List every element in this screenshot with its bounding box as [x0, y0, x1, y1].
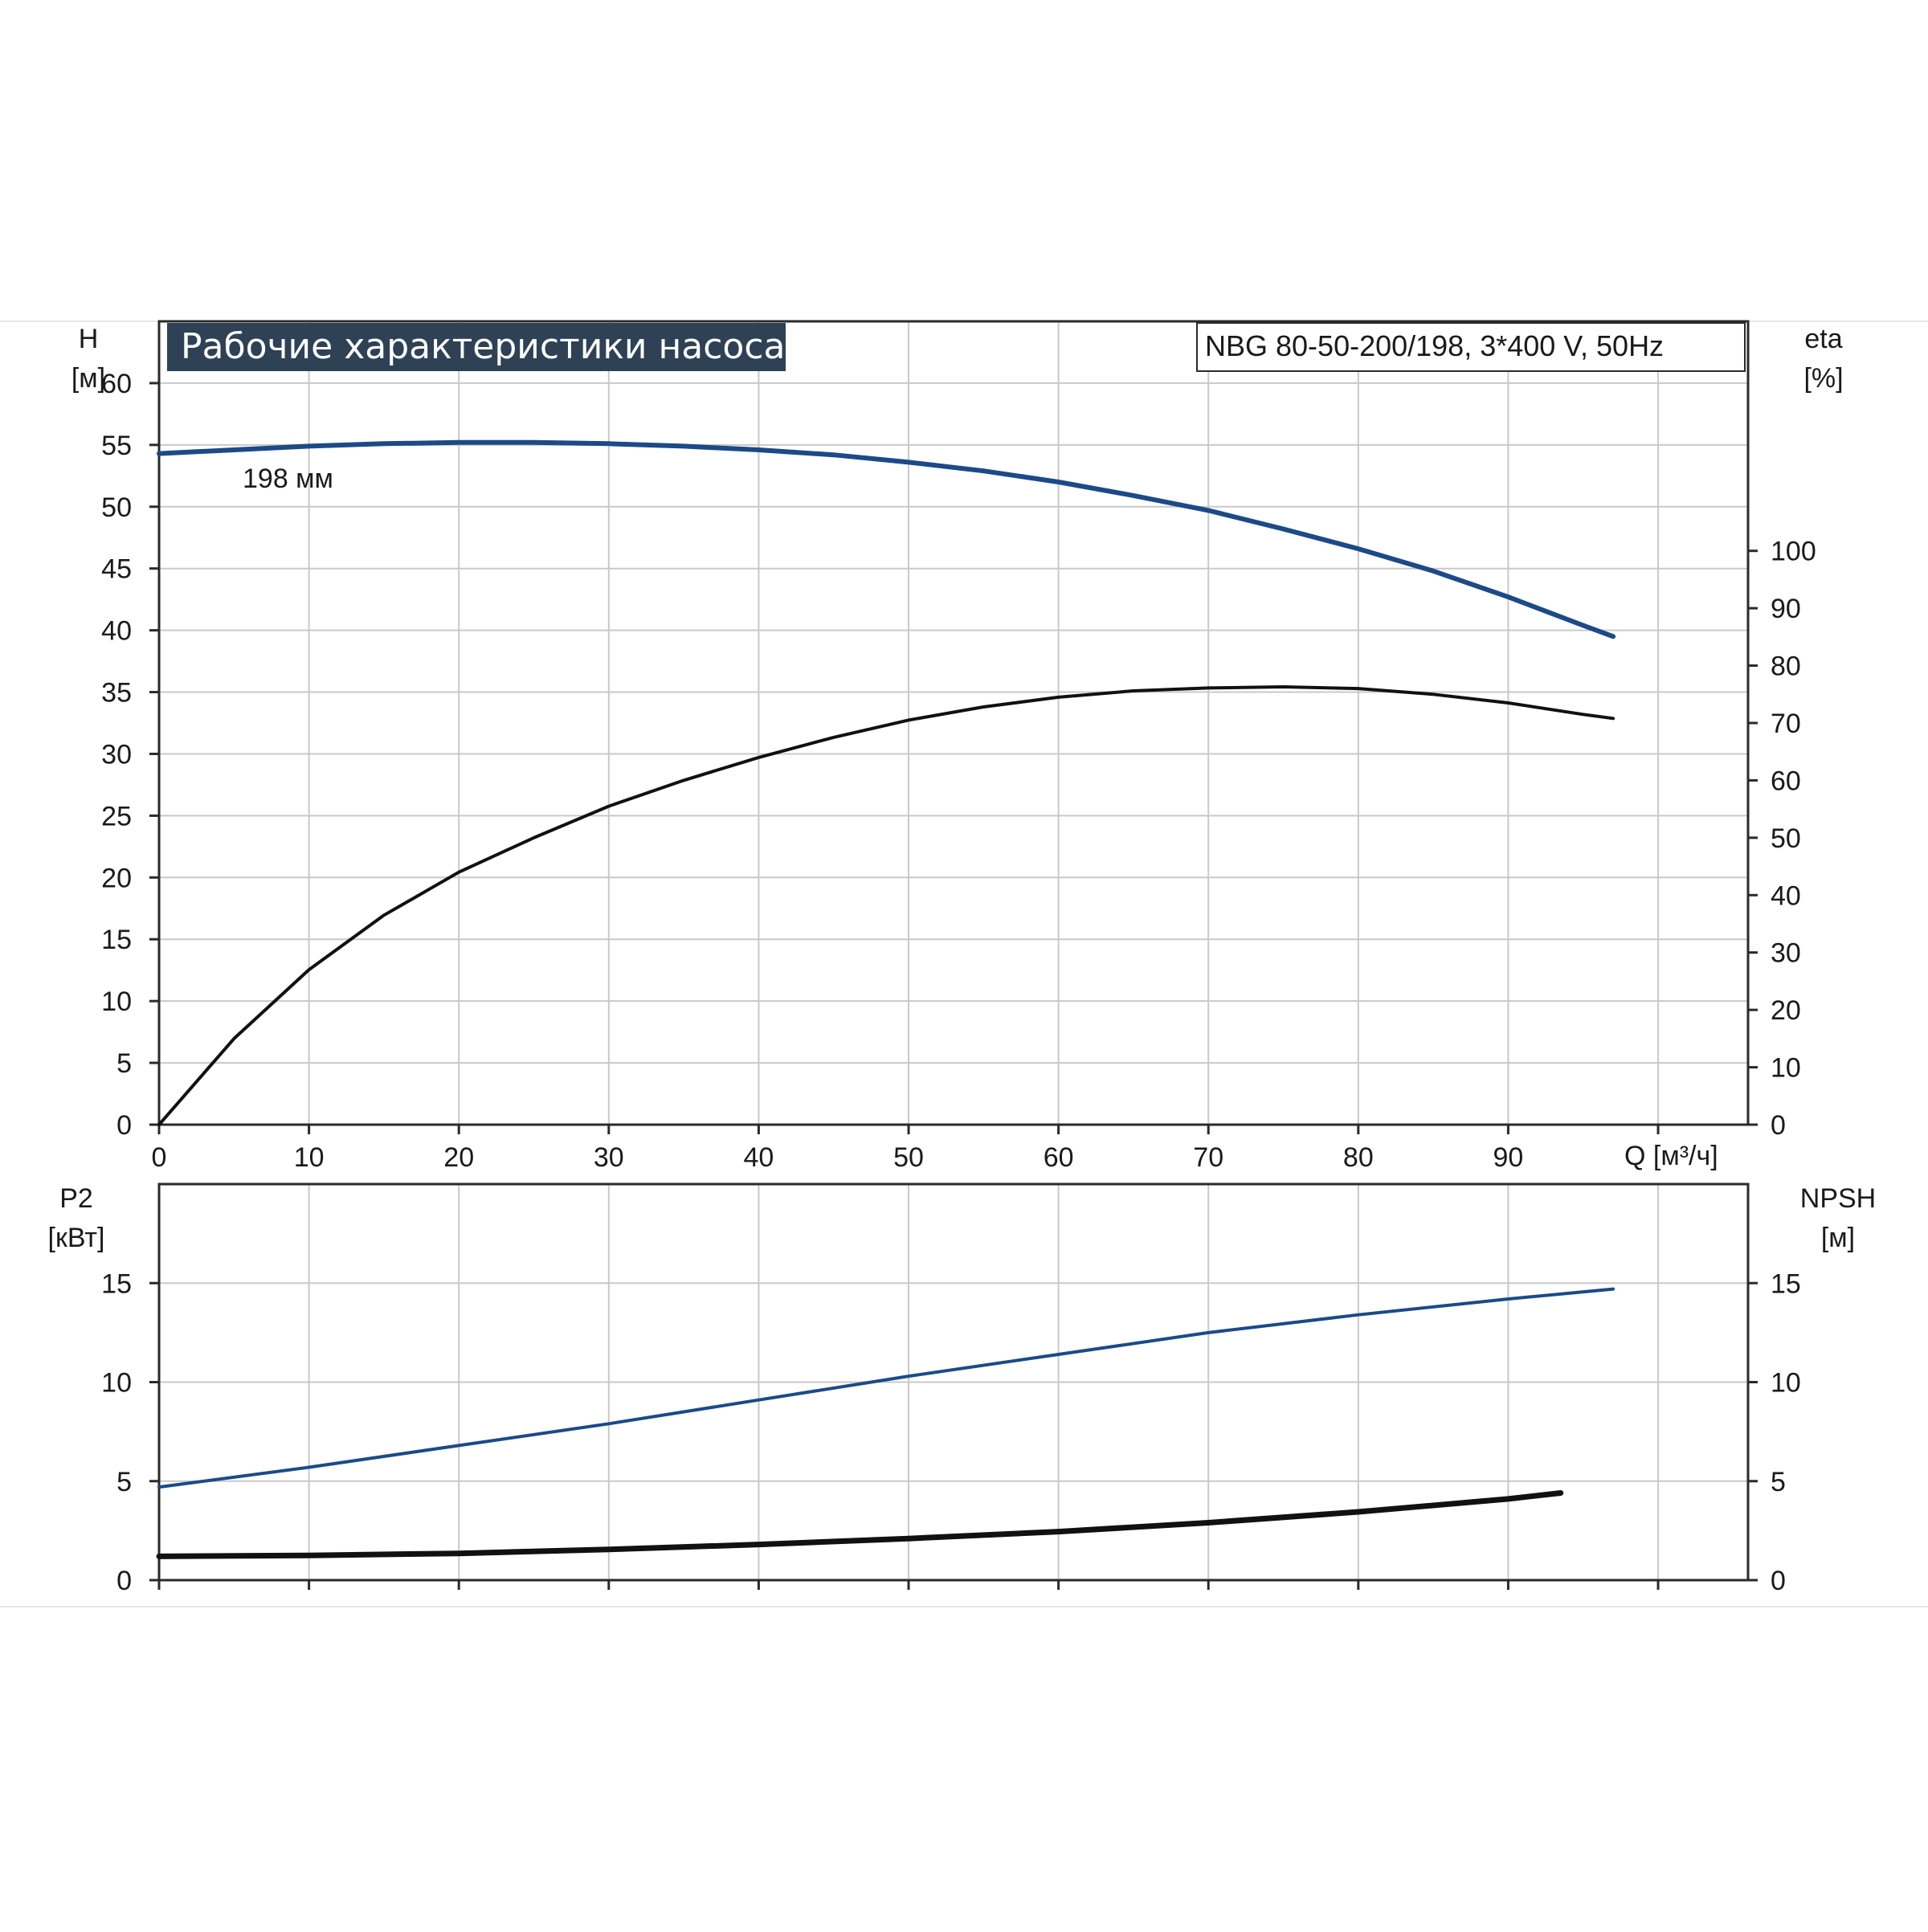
top-x-tick-label: 10 [294, 1142, 325, 1173]
top-panel-grid [159, 321, 1748, 1125]
top-y-tick-label: 10 [101, 986, 132, 1017]
top-x-tick-label: 60 [1044, 1142, 1074, 1173]
top-y2-tick-label: 70 [1771, 709, 1801, 739]
h-axis-label: H [79, 324, 99, 354]
top-y-tick-label: 60 [101, 369, 132, 399]
chart-title: Рабочие характеристики насоса [181, 326, 785, 367]
top-y-tick-label: 50 [101, 492, 132, 523]
top-y2-tick-label: 10 [1771, 1053, 1801, 1084]
top-y2-tick-label: 30 [1771, 938, 1801, 969]
top-panel-series [157, 439, 1616, 1126]
top-y-tick-label: 35 [101, 678, 132, 709]
bottom-y-tick-label: 5 [116, 1467, 132, 1497]
top-y-tick-label: 15 [101, 925, 132, 955]
top-x-tick-label: 90 [1493, 1142, 1524, 1173]
bottom-panel-series [156, 1287, 1616, 1559]
bottom-y-tick-label: 0 [116, 1566, 132, 1596]
top-series-line-1 [157, 439, 1616, 639]
top-y-tick-label: 45 [101, 554, 132, 585]
top-y-tick-label: 30 [101, 739, 132, 770]
top-y2-tick-label: 100 [1771, 537, 1816, 567]
bottom-y2-tick-label: 5 [1771, 1467, 1786, 1497]
top-y-tick-label: 55 [101, 431, 132, 461]
top-y-tick-label: 5 [116, 1048, 132, 1079]
h-axis-unit: [м] [71, 363, 105, 394]
top-y2-tick-label: 50 [1771, 823, 1801, 854]
top-x-tick-label: 80 [1343, 1142, 1374, 1173]
top-y-tick-label: 0 [116, 1110, 132, 1141]
top-y2-tick-label: 0 [1771, 1110, 1786, 1141]
top-y2-tick-label: 80 [1771, 651, 1801, 682]
bottom-panel-ticks: 0 5 10 15 0 5 10 15 [101, 1268, 1801, 1596]
bottom-series-line-1 [157, 1287, 1616, 1489]
top-y-tick-label: 25 [101, 801, 132, 831]
eta-axis-unit: [%] [1803, 363, 1843, 394]
bottom-y-tick-label: 10 [101, 1368, 132, 1399]
top-y-tick-label: 20 [101, 863, 132, 893]
bottom-y2-tick-label: 0 [1771, 1566, 1786, 1596]
model-box [1196, 322, 1746, 372]
top-x-tick-label: 40 [744, 1142, 774, 1173]
top-y2-tick-label: 20 [1771, 995, 1801, 1026]
eta-axis-label: eta [1804, 324, 1842, 354]
bottom-series-line-2 [156, 1490, 1564, 1559]
top-y2-tick-label: 90 [1771, 594, 1801, 624]
top-y-tick-label: 40 [101, 616, 132, 647]
p2-axis-label: P2 [59, 1183, 93, 1214]
q-axis-label: Q [м³/ч] [1624, 1141, 1718, 1171]
top-y2-tick-label: 60 [1771, 766, 1801, 796]
p2-axis-unit: [кВт] [48, 1223, 105, 1253]
curve-label-198: 198 мм [243, 464, 333, 494]
top-x-tick-label: 30 [594, 1142, 624, 1173]
bottom-y2-tick-label: 15 [1771, 1268, 1801, 1299]
title-badge [167, 323, 786, 371]
npsh-axis-label: NPSH [1800, 1183, 1876, 1214]
bottom-y2-tick-label: 10 [1771, 1368, 1801, 1399]
top-x-tick-label: 70 [1193, 1142, 1223, 1173]
bottom-panel-grid [159, 1184, 1748, 1580]
top-series-line-2 [157, 685, 1616, 1126]
top-y2-tick-label: 40 [1771, 880, 1801, 911]
bottom-y-tick-label: 15 [101, 1268, 132, 1299]
model-label: NBG 80-50-200/198, 3*400 V, 50Hz [1205, 329, 1664, 362]
top-x-tick-label: 50 [893, 1142, 924, 1173]
top-x-tick-label: 0 [152, 1142, 167, 1173]
npsh-axis-unit: [м] [1821, 1223, 1855, 1253]
top-panel-ticks: 0 10 20 30 40 50 60 70 80 90 0 5 10 15 20 25 30 35 40 45 50 5… [101, 369, 1816, 1173]
top-x-tick-label: 20 [443, 1142, 474, 1173]
